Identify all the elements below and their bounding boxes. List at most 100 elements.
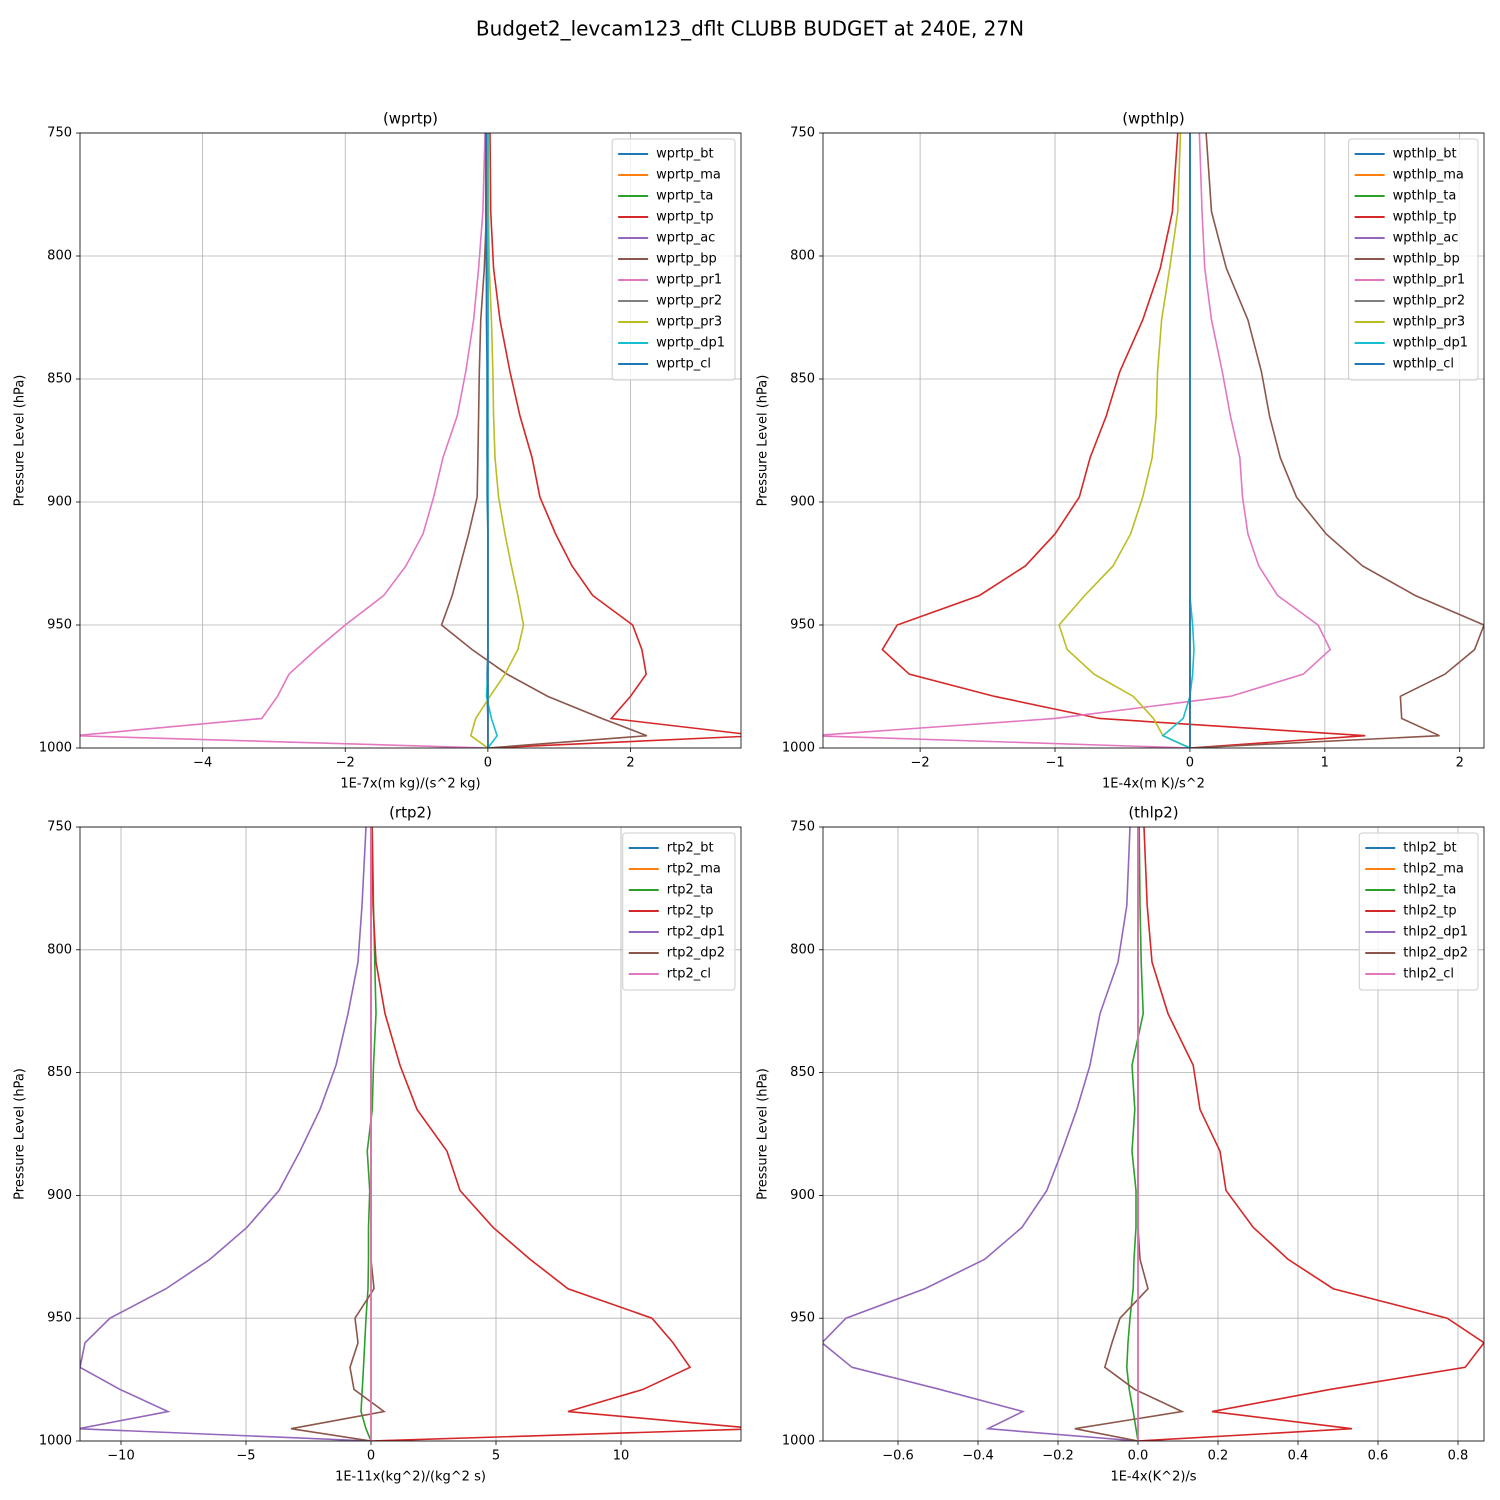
subplot-title: (thlp2) (1128, 804, 1178, 822)
series-line (484, 133, 489, 748)
x-tick-label: −1 (1045, 756, 1064, 771)
series-line (881, 133, 1366, 748)
series-line (440, 133, 648, 748)
figure-title: Budget2_levcam123_dflt CLUBB BUDGET at 2… (476, 17, 1024, 41)
subplot-title: (rtp2) (389, 804, 432, 822)
x-tick-label: −0.4 (962, 1449, 994, 1464)
x-tick-label: 2 (626, 756, 634, 771)
subplot-title: (wprtp) (383, 110, 438, 128)
legend-label: wprtp_cl (656, 357, 711, 372)
y-tick-label: 750 (47, 820, 72, 835)
x-tick-label: 2 (1456, 756, 1464, 771)
legend-box (622, 832, 736, 991)
x-tick-label: −0.2 (1042, 1449, 1074, 1464)
legend-label: rtp2_bt (667, 841, 714, 856)
y-tick-label: 850 (790, 1065, 815, 1080)
x-tick-label: 0.4 (1288, 1449, 1309, 1464)
legend-label: rtp2_ta (667, 883, 714, 898)
legend-label: wprtp_ac (656, 231, 715, 246)
legend-label: rtp2_dp2 (667, 946, 725, 961)
legend-label: rtp2_ma (667, 862, 721, 877)
y-axis-label: Pressure Level (hPa) (13, 1068, 28, 1200)
legend-label: rtp2_tp (667, 904, 714, 919)
legend-label: wpthlp_tp (1393, 210, 1457, 225)
y-tick-label: 800 (47, 249, 72, 264)
legend-label: thlp2_tp (1403, 904, 1456, 919)
legend-label: thlp2_bt (1403, 841, 1456, 856)
axes-frame (79, 826, 742, 1442)
series-line (360, 827, 377, 1441)
series-line (80, 827, 372, 1441)
y-tick-label: 1000 (39, 741, 72, 756)
legend-box (611, 138, 736, 381)
series-group (823, 827, 1484, 1441)
x-tick-label: 0.0 (1128, 1449, 1149, 1464)
legend-label: wpthlp_bt (1393, 147, 1457, 162)
legend-label: wpthlp_pr1 (1393, 273, 1465, 288)
legend-label: wprtp_bt (656, 147, 713, 162)
x-tick-label: 0.8 (1448, 1449, 1469, 1464)
y-axis-label: Pressure Level (hPa) (13, 375, 28, 507)
subplot-title: (wpthlp) (1122, 110, 1185, 128)
x-tick-label: 1 (1321, 756, 1329, 771)
x-tick-label: 0 (484, 756, 492, 771)
series-line (823, 827, 1139, 1441)
legend: wpthlp_bt wpthlp_ma wpthlp_ta wpthlp_tpwpth… (1348, 138, 1479, 381)
series-line (1125, 827, 1145, 1441)
y-tick-label: 850 (790, 372, 815, 387)
x-axis-label: 1E-7x(m kg)/(s^2 kg) (340, 777, 480, 792)
x-tick-label: 0.2 (1208, 1449, 1229, 1464)
y-tick-label: 800 (790, 249, 815, 264)
legend-label: wprtp_tp (656, 210, 713, 225)
x-tick-label: 10 (613, 1449, 630, 1464)
y-tick-label: 800 (47, 942, 72, 957)
y-axis-label: Pressure Level (hPa) (756, 1068, 771, 1200)
series-line (823, 133, 1332, 748)
x-tick-label: −5 (236, 1449, 255, 1464)
legend-label: wprtp_ma (656, 168, 721, 183)
y-tick-label: 1000 (39, 1434, 72, 1449)
legend-label: wprtp_pr2 (656, 294, 722, 309)
y-tick-label: 850 (47, 1065, 72, 1080)
x-axis-label: 1E-4x(m K)/s^2 (1102, 777, 1205, 792)
y-tick-label: 750 (790, 820, 815, 835)
x-tick-label: 5 (492, 1449, 500, 1464)
legend-label: wprtp_pr3 (656, 315, 722, 330)
x-tick-label: 0 (1186, 756, 1194, 771)
x-tick-label: −4 (193, 756, 212, 771)
legend: rtp2_bt rtp2_ma rtp2_ta rtp2_tp rtp2_dp1 rtp2… (622, 832, 736, 991)
subplot: −0.6 −0.4 −0.2 0.0 0.2 0.4 0.6 0.8 750 800 850 900 9… (756, 804, 1485, 1485)
y-tick-label: 950 (47, 1311, 72, 1326)
y-tick-label: 1000 (782, 741, 815, 756)
legend-label: wpthlp_bp (1393, 252, 1460, 267)
legend-label: rtp2_cl (667, 967, 711, 982)
axes-frame (79, 132, 742, 749)
series-group (80, 827, 741, 1441)
x-tick-label: −2 (336, 756, 355, 771)
y-tick-label: 900 (790, 1188, 815, 1203)
legend-label: wpthlp_dp1 (1393, 336, 1468, 351)
y-tick-label: 750 (790, 126, 815, 141)
x-tick-label: −0.6 (882, 1449, 914, 1464)
x-tick-label: 0.6 (1368, 1449, 1389, 1464)
y-tick-label: 950 (790, 618, 815, 633)
legend-label: wprtp_dp1 (656, 336, 725, 351)
axes-frame (822, 132, 1485, 749)
y-tick-label: 1000 (782, 1434, 815, 1449)
legend-box (1358, 832, 1479, 991)
legend-label: wpthlp_ma (1393, 168, 1464, 183)
legend-label: thlp2_dp1 (1403, 925, 1468, 940)
legend: thlp2_bt thlp2_ma thlp2_ta thlp2_tp thlp2_dp… (1358, 832, 1479, 991)
legend-label: wpthlp_ac (1393, 231, 1459, 246)
legend-box (1348, 138, 1479, 381)
y-tick-label: 900 (790, 495, 815, 510)
series-group (80, 133, 741, 748)
x-tick-label: −2 (911, 756, 930, 771)
legend-label: wpthlp_pr2 (1393, 294, 1465, 309)
y-tick-label: 950 (790, 1311, 815, 1326)
legend-label: wpthlp_ta (1393, 189, 1457, 204)
x-tick-label: 0 (367, 1449, 375, 1464)
series-line (80, 133, 488, 748)
legend-label: wprtp_ta (656, 189, 713, 204)
